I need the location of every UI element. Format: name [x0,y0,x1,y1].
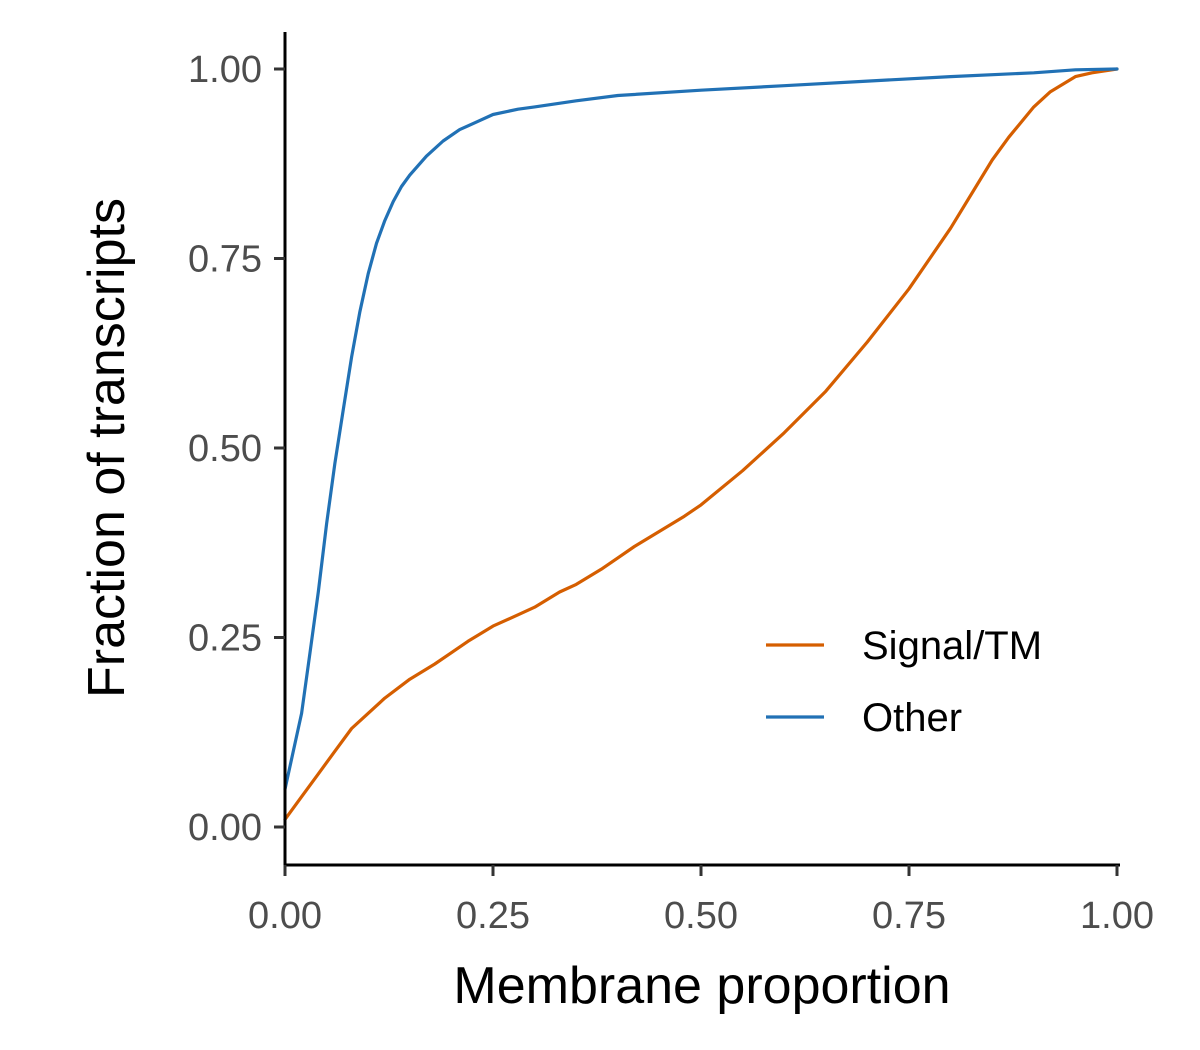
x-tick-label: 1.00 [1080,895,1154,937]
x-tick-label: 0.75 [872,895,946,937]
legend-label: Signal/TM [862,624,1042,668]
series-line-signal-tm [283,67,1119,822]
y-tick-label: 0.50 [188,428,262,470]
x-tick-label: 0.50 [664,895,738,937]
y-tick-label: 1.00 [188,49,262,91]
y-tick-label: 0.25 [188,618,262,660]
legend-label: Other [862,696,962,740]
series-layer [283,67,1119,822]
series-line-other [283,67,1119,791]
x-tick-label: 0.00 [248,895,322,937]
y-axis-title: Fraction of transcripts [78,198,136,698]
y-tick-label: 0.00 [188,807,262,849]
legend: Signal/TM Other [766,624,1042,740]
y-tick-label: 0.75 [188,239,262,281]
x-axis-title: Membrane proportion [453,957,950,1015]
x-tick-label: 0.25 [456,895,530,937]
ticks-layer: 0.00 0.25 0.50 0.75 1.00 0.00 0.25 0.50 0.75 1.00 [188,49,1154,937]
